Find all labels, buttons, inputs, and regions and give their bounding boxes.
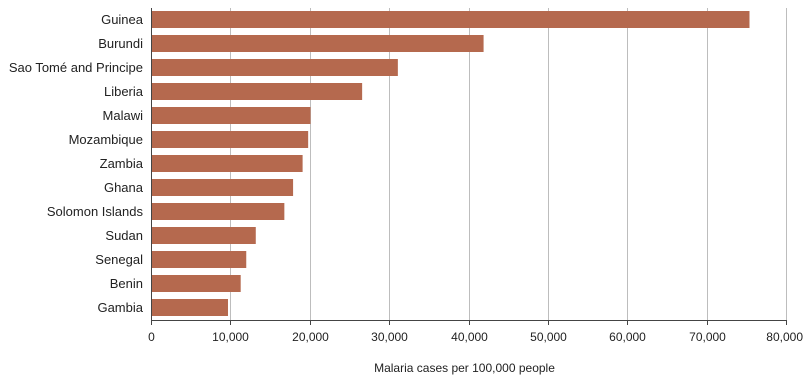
bar bbox=[151, 275, 241, 292]
x-tick-label: 60,000 bbox=[609, 330, 646, 344]
x-tick-label: 30,000 bbox=[371, 330, 408, 344]
x-tick-label: 50,000 bbox=[530, 330, 567, 344]
category-label: Sudan bbox=[105, 228, 143, 243]
category-label: Mozambique bbox=[69, 132, 143, 147]
bar bbox=[151, 107, 311, 124]
category-label: Guinea bbox=[101, 12, 144, 27]
bars bbox=[151, 11, 750, 316]
bar bbox=[151, 131, 309, 148]
x-tick-label: 20,000 bbox=[292, 330, 329, 344]
x-tick-label: 70,000 bbox=[689, 330, 726, 344]
bar bbox=[151, 227, 256, 244]
category-label: Burundi bbox=[98, 36, 143, 51]
category-label: Solomon Islands bbox=[47, 204, 144, 219]
category-labels: Guinea Burundi Sao Tomé and Principe Liberi… bbox=[9, 12, 144, 315]
bar bbox=[151, 83, 363, 100]
category-label: Ghana bbox=[104, 180, 144, 195]
x-axis-title: Malaria cases per 100,000 people bbox=[374, 361, 555, 375]
category-label: Zambia bbox=[100, 156, 144, 171]
bar bbox=[151, 179, 294, 196]
bar bbox=[151, 203, 285, 220]
x-tick-label: 0 bbox=[148, 330, 155, 344]
category-label: Liberia bbox=[104, 84, 144, 99]
bar bbox=[151, 299, 228, 316]
category-label: Malawi bbox=[103, 108, 144, 123]
bar bbox=[151, 155, 303, 172]
bar bbox=[151, 11, 750, 28]
x-tick-label: 10,000 bbox=[212, 330, 249, 344]
gridlines bbox=[230, 8, 787, 320]
bar bbox=[151, 59, 398, 76]
category-label: Sao Tomé and Principe bbox=[9, 60, 143, 75]
x-tick-label: 80,000 bbox=[766, 330, 803, 344]
x-tick-label: 40,000 bbox=[451, 330, 488, 344]
category-label: Gambia bbox=[97, 300, 143, 315]
category-label: Benin bbox=[110, 276, 143, 291]
x-tick-labels: 0 10,000 20,000 30,000 40,000 50,000 60,000 70,… bbox=[148, 320, 803, 344]
bar bbox=[151, 35, 484, 52]
category-label: Senegal bbox=[95, 252, 143, 267]
bar bbox=[151, 251, 247, 268]
